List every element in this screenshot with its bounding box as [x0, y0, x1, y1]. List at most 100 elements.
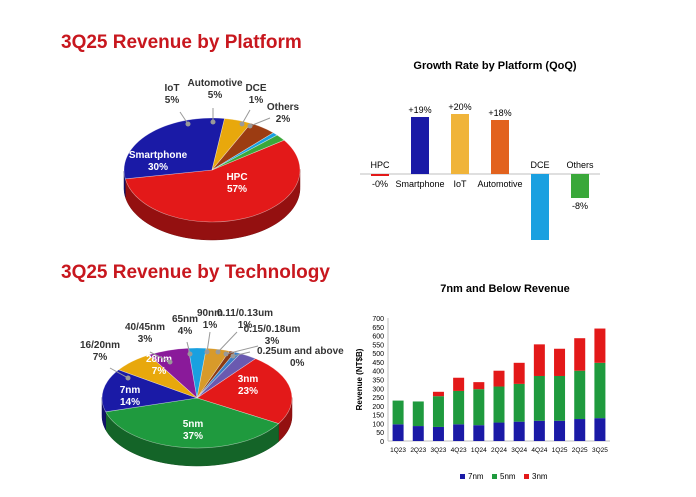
- pie-label-0-11-0-13um: 0.11/0.13um: [217, 308, 273, 319]
- pie-value-iot: 5%: [165, 95, 180, 106]
- pie-leader-dot-iot: [185, 121, 191, 127]
- stack-legend-7nm: 7nm: [468, 472, 484, 481]
- growth-value-automotive: +18%: [488, 108, 511, 118]
- pie-leader-90nm: [206, 331, 211, 353]
- pie-leader-others: [249, 117, 271, 127]
- stack-bar-5nm-1q24: [473, 389, 485, 426]
- stack-bar-3nm-4q24: [533, 344, 545, 376]
- pie-label-others: Others: [267, 102, 300, 113]
- stack-ytick-50: 50: [376, 430, 384, 437]
- stack-category-2q24: 2Q24: [491, 447, 507, 454]
- pie-leader-dot-0-11-0-13um: [215, 349, 221, 355]
- pie-leader-dot-40-45nm: [167, 359, 173, 365]
- stack-y-axis-label: Revenue (NT$B): [355, 348, 364, 410]
- stack-ytick-200: 200: [372, 404, 384, 411]
- advanced-node-chart-title: 7nm and Below Revenue: [440, 283, 570, 295]
- stack-bar-5nm-3q25: [594, 362, 606, 419]
- pie-value-smartphone: 30%: [148, 162, 168, 173]
- pie-value-16-20nm: 7%: [93, 352, 108, 363]
- pie-label-65nm: 65nm: [172, 314, 198, 325]
- stack-ytick-100: 100: [372, 421, 384, 428]
- pie-value-65nm: 4%: [178, 326, 193, 337]
- stack-bar-5nm-1q23: [392, 400, 404, 425]
- pie-value-3nm: 23%: [238, 386, 258, 397]
- stack-bar-7nm-4q24: [533, 420, 545, 441]
- pie-value-others: 2%: [276, 114, 291, 125]
- stack-legend-swatch-5nm: [492, 474, 497, 479]
- pie-leader-dce: [241, 109, 251, 125]
- pie-leader-dot-16-20nm: [125, 375, 131, 381]
- stack-category-1q24: 1Q24: [471, 447, 487, 454]
- stack-bar-5nm-2q23: [412, 401, 424, 427]
- pie-leader-0-11-0-13um: [217, 331, 238, 353]
- pie-value-28nm: 7%: [152, 366, 167, 377]
- growth-category-others: Others: [566, 160, 594, 170]
- stack-bar-5nm-1q25: [554, 375, 566, 421]
- stack-ytick-500: 500: [372, 351, 384, 358]
- platform-section-title: 3Q25 Revenue by Platform: [61, 32, 302, 53]
- growth-bar-hpc: [371, 174, 389, 176]
- pie-label-dce: DCE: [245, 83, 266, 94]
- growth-category-iot: IoT: [453, 179, 467, 189]
- stack-bar-3nm-4q23: [453, 377, 465, 391]
- stack-bar-5nm-2q24: [493, 386, 505, 423]
- pie-leader-40-45nm: [149, 351, 171, 363]
- pie-label-16-20nm: 16/20nm: [80, 340, 120, 351]
- growth-category-hpc: HPC: [370, 160, 390, 170]
- stack-category-2q25: 2Q25: [572, 447, 588, 454]
- pie-slice-others: [211, 134, 285, 171]
- stack-category-1q25: 1Q25: [552, 447, 568, 454]
- stack-bar-7nm-3q23: [432, 426, 444, 441]
- stack-ytick-300: 300: [372, 386, 384, 393]
- stack-category-4q24: 4Q24: [531, 447, 547, 454]
- stack-bar-7nm-2q25: [574, 419, 586, 441]
- stack-bar-3nm-2q25: [574, 338, 586, 371]
- stack-bar-3nm-3q25: [594, 328, 606, 363]
- stack-category-1q23: 1Q23: [390, 447, 406, 454]
- pie-label-5nm: 5nm: [183, 419, 204, 430]
- stack-ytick-350: 350: [372, 378, 384, 385]
- growth-value-smartphone: +19%: [408, 105, 431, 115]
- stack-ytick-550: 550: [372, 342, 384, 349]
- pie-label-40-45nm: 40/45nm: [125, 322, 165, 333]
- growth-value-iot: +20%: [448, 102, 471, 112]
- growth-value-hpc: -0%: [372, 179, 388, 189]
- stack-bar-7nm-2q24: [493, 422, 505, 441]
- stack-bar-7nm-1q25: [554, 420, 566, 441]
- stack-ytick-650: 650: [372, 325, 384, 332]
- pie-leader-dot-0-25um-and-above: [230, 353, 236, 359]
- pie-value-dce: 1%: [249, 95, 264, 106]
- pie-label-3nm: 3nm: [238, 374, 259, 385]
- pie-leader-0-25um-and-above: [232, 351, 251, 357]
- pie-slice-3nm: [196, 358, 293, 424]
- stack-bar-5nm-3q24: [513, 383, 525, 422]
- pie-leader-dot-dce: [239, 121, 245, 127]
- pie-label-automotive: Automotive: [188, 78, 243, 89]
- growth-category-automotive: Automotive: [477, 179, 522, 189]
- growth-bar-smartphone: [411, 117, 429, 174]
- stack-bar-7nm-4q23: [453, 424, 465, 441]
- growth-bar-automotive: [491, 120, 509, 174]
- pie-leader-dot-90nm: [204, 349, 210, 355]
- stack-bar-3nm-1q24: [473, 382, 485, 390]
- pie-value-0-15-0-18um: 3%: [265, 336, 280, 347]
- stack-ytick-250: 250: [372, 395, 384, 402]
- stack-bar-5nm-2q25: [574, 370, 586, 420]
- stack-legend-swatch-7nm: [460, 474, 465, 479]
- pie-value-90nm: 1%: [203, 320, 218, 331]
- stack-bar-7nm-1q23: [392, 424, 404, 441]
- stack-bar-7nm-1q24: [473, 425, 485, 441]
- stack-bar-5nm-4q24: [533, 375, 545, 421]
- pie-leader-dot-65nm: [187, 351, 193, 357]
- pie-slice-smartphone: [123, 117, 225, 180]
- stack-ytick-150: 150: [372, 413, 384, 420]
- pie-leader-0-15-0-18um: [225, 345, 259, 355]
- growth-value-others: -8%: [572, 201, 588, 211]
- stack-bar-7nm-3q25: [594, 418, 606, 441]
- stack-category-4q23: 4Q23: [451, 447, 467, 454]
- stack-legend-swatch-3nm: [524, 474, 529, 479]
- stack-ytick-400: 400: [372, 369, 384, 376]
- stack-ytick-700: 700: [372, 316, 384, 323]
